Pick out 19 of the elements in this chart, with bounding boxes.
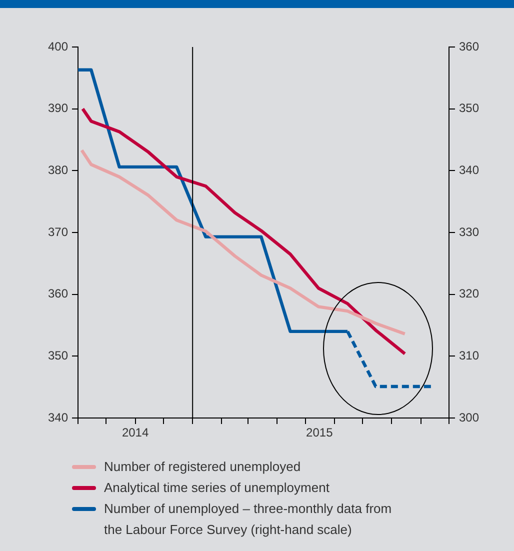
legend-label: Analytical time series of unemployment <box>104 479 330 497</box>
y-tick-label: 340 <box>48 410 68 424</box>
y2-tick-label: 350 <box>459 101 480 116</box>
y2-tick-label: 330 <box>459 224 480 239</box>
x-tick-label: 2014 <box>122 426 149 440</box>
y-tick-label: 370 <box>48 224 68 239</box>
y2-tick-label: 320 <box>459 286 480 301</box>
x-tick-label: 2015 <box>306 426 334 440</box>
y2-tick-label: 340 <box>459 162 480 177</box>
y2-tick-label: 360 <box>459 39 480 54</box>
y-tick-label: 390 <box>48 101 68 116</box>
y-tick-label: 380 <box>48 162 68 177</box>
y-tick-label: 350 <box>48 348 68 362</box>
y2-tick-label: 300 <box>459 410 480 424</box>
y2-tick-label: 310 <box>459 348 480 362</box>
legend-label: Number of registered unemployed <box>104 458 302 476</box>
legend-label: Number of unemployed – three-monthly data from the Labour Force Survey (right-hand scale) <box>104 500 393 539</box>
y-tick-label: 400 <box>48 39 68 54</box>
y-tick-label: 360 <box>48 286 68 301</box>
